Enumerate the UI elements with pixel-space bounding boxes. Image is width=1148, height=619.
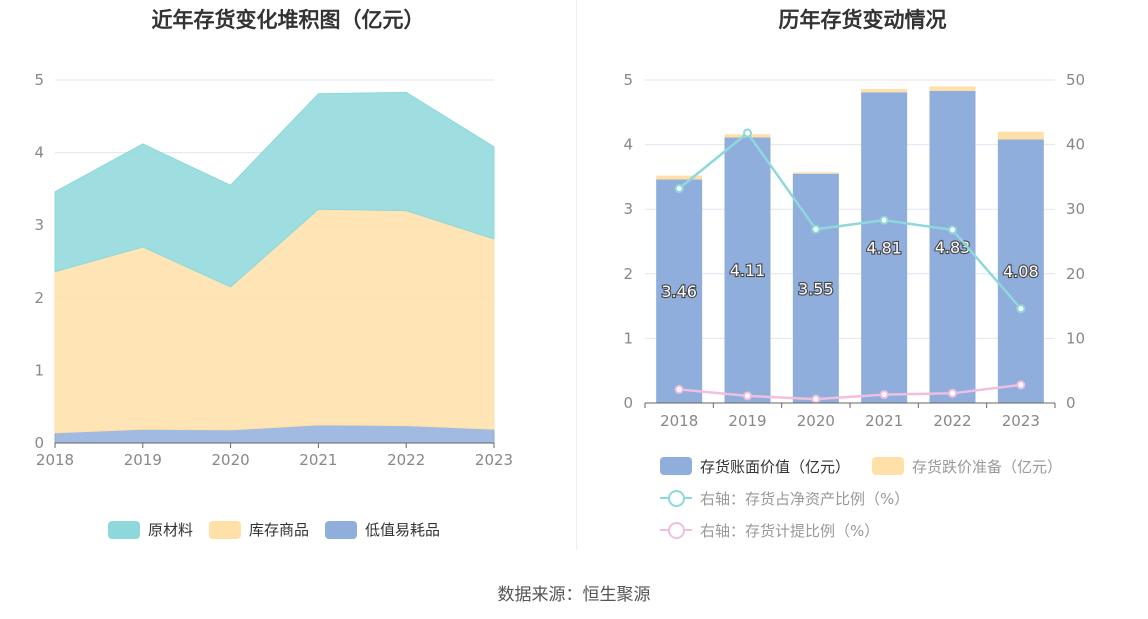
y-left-tick-label: 4 <box>623 136 633 154</box>
point-ratio_net_assets <box>674 184 684 194</box>
point-provision_ratio <box>674 384 684 394</box>
x-tick-label: 2019 <box>124 451 162 469</box>
point-ratio_net_assets <box>743 128 752 138</box>
x-tick-label: 2023 <box>1002 412 1040 430</box>
legend-item-raw-materials[interactable]: 原材料 <box>108 519 193 540</box>
legend-label-net-assets-ratio: 右轴：存货占净资产比例（%） <box>700 489 910 508</box>
point-provision_ratio <box>743 391 752 401</box>
area-raw_materials <box>54 91 495 288</box>
legend-label-provision-ratio: 右轴：存货计提比例（%） <box>700 521 880 540</box>
y-tick-label: 1 <box>34 361 44 379</box>
line-provision_ratio <box>679 383 1021 401</box>
legend-item-finished-goods[interactable]: 库存商品 <box>209 519 309 540</box>
legend-swatch-low-value <box>325 520 358 539</box>
bar-impairment <box>861 89 908 93</box>
x-tick-label: 2021 <box>865 412 903 430</box>
panel-divider <box>576 0 577 550</box>
legend-swatch-provision-ratio <box>660 521 692 539</box>
legend-swatch-impairment <box>872 457 905 475</box>
bar-value-label: 4.08 <box>1003 262 1039 281</box>
stacked-area-chart: 0 1 2 3 4 5 2018 2019 2020 2021 2022 2023 <box>34 71 513 469</box>
bar-value-label: 4.81 <box>866 239 902 258</box>
legend-swatch-book-value <box>660 457 692 475</box>
x-tick-label: 2022 <box>387 451 425 469</box>
legend-item-book-value[interactable]: 存货账面价值（亿元） <box>660 456 850 477</box>
y-tick-label: 4 <box>34 144 44 162</box>
bar-impairment <box>929 86 976 91</box>
bar-book_value <box>656 179 703 403</box>
legend-item-low-value[interactable]: 低值易耗品 <box>325 519 440 540</box>
bar-value-label: 4.11 <box>730 261 766 280</box>
line-ratio_net_assets <box>678 131 1022 310</box>
bar-impairment <box>997 131 1044 140</box>
x-tick-label: 2022 <box>933 412 971 430</box>
legend-label-raw-materials: 原材料 <box>148 521 194 539</box>
x-tick-label: 2018 <box>36 451 74 469</box>
bar-impairment <box>792 172 839 174</box>
bar-value-label: 3.55 <box>798 279 834 298</box>
right-chart-title: 历年存货变动情况 <box>778 8 947 32</box>
y-tick-label: 3 <box>34 216 44 234</box>
y-left-tick-label: 3 <box>623 200 633 218</box>
bar-book_value <box>997 139 1044 403</box>
bar-book_value <box>724 137 771 403</box>
point-ratio_net_assets <box>948 225 957 235</box>
x-tick-label: 2018 <box>660 412 698 430</box>
y-right-tick-label: 30 <box>1066 200 1085 218</box>
y-tick-label: 2 <box>34 289 44 307</box>
legend-item-provision-ratio[interactable]: 右轴：存货计提比例（%） <box>660 514 1062 546</box>
y-right-tick-label: 40 <box>1066 136 1085 154</box>
bar-impairment <box>656 175 703 180</box>
y-left-tick-label: 2 <box>623 265 633 283</box>
legend-label-book-value: 存货账面价值（亿元） <box>700 457 851 476</box>
legend-item-net-assets-ratio[interactable]: 右轴：存货占净资产比例（%） <box>660 482 1062 514</box>
legend-swatch-raw-materials <box>108 520 140 539</box>
y-right-tick-label: 10 <box>1066 329 1085 347</box>
x-tick-label: 2020 <box>212 451 250 469</box>
area-legend: 原材料 库存商品 低值易耗品 <box>108 519 456 540</box>
legend-swatch-finished-goods <box>209 520 242 539</box>
bar-value-label: 4.83 <box>935 238 971 257</box>
point-provision_ratio <box>879 390 889 400</box>
y-left-tick-label: 5 <box>623 71 633 89</box>
legend-swatch-net-assets-ratio <box>660 489 692 507</box>
point-ratio_net_assets <box>1016 304 1026 314</box>
point-provision_ratio <box>1016 380 1026 390</box>
y-right-tick-label: 20 <box>1066 265 1085 283</box>
y-right-tick-label: 0 <box>1066 394 1076 412</box>
y-left-tick-label: 1 <box>623 329 633 347</box>
left-chart-title: 近年存货变化堆积图（亿元） <box>151 8 425 32</box>
legend-item-impairment[interactable]: 存货跌价准备（亿元） <box>872 456 1062 477</box>
point-ratio_net_assets <box>879 215 889 225</box>
x-tick-label: 2023 <box>475 451 513 469</box>
y-tick-label: 5 <box>34 71 44 89</box>
bar-line-legend: 存货账面价值（亿元） 存货跌价准备（亿元） 右轴：存货占净资产比例（%） 右轴：… <box>660 450 1062 546</box>
legend-label-finished-goods: 库存商品 <box>249 521 310 539</box>
legend-label-low-value: 低值易耗品 <box>365 521 441 539</box>
bar-book_value <box>792 173 839 403</box>
point-ratio_net_assets <box>811 224 821 234</box>
y-left-tick-label: 0 <box>623 394 633 412</box>
source-note: 数据来源：恒生聚源 <box>497 585 651 605</box>
legend-label-impairment: 存货跌价准备（亿元） <box>912 457 1063 476</box>
point-provision_ratio <box>948 388 957 398</box>
x-tick-label: 2021 <box>299 451 337 469</box>
y-tick-label: 0 <box>34 434 44 452</box>
x-tick-label: 2019 <box>728 412 766 430</box>
point-provision_ratio <box>811 394 821 404</box>
bar-value-label: 3.46 <box>661 282 697 301</box>
x-tick-label: 2020 <box>797 412 835 430</box>
y-right-tick-label: 50 <box>1066 71 1085 89</box>
bar-book_value <box>861 92 908 404</box>
